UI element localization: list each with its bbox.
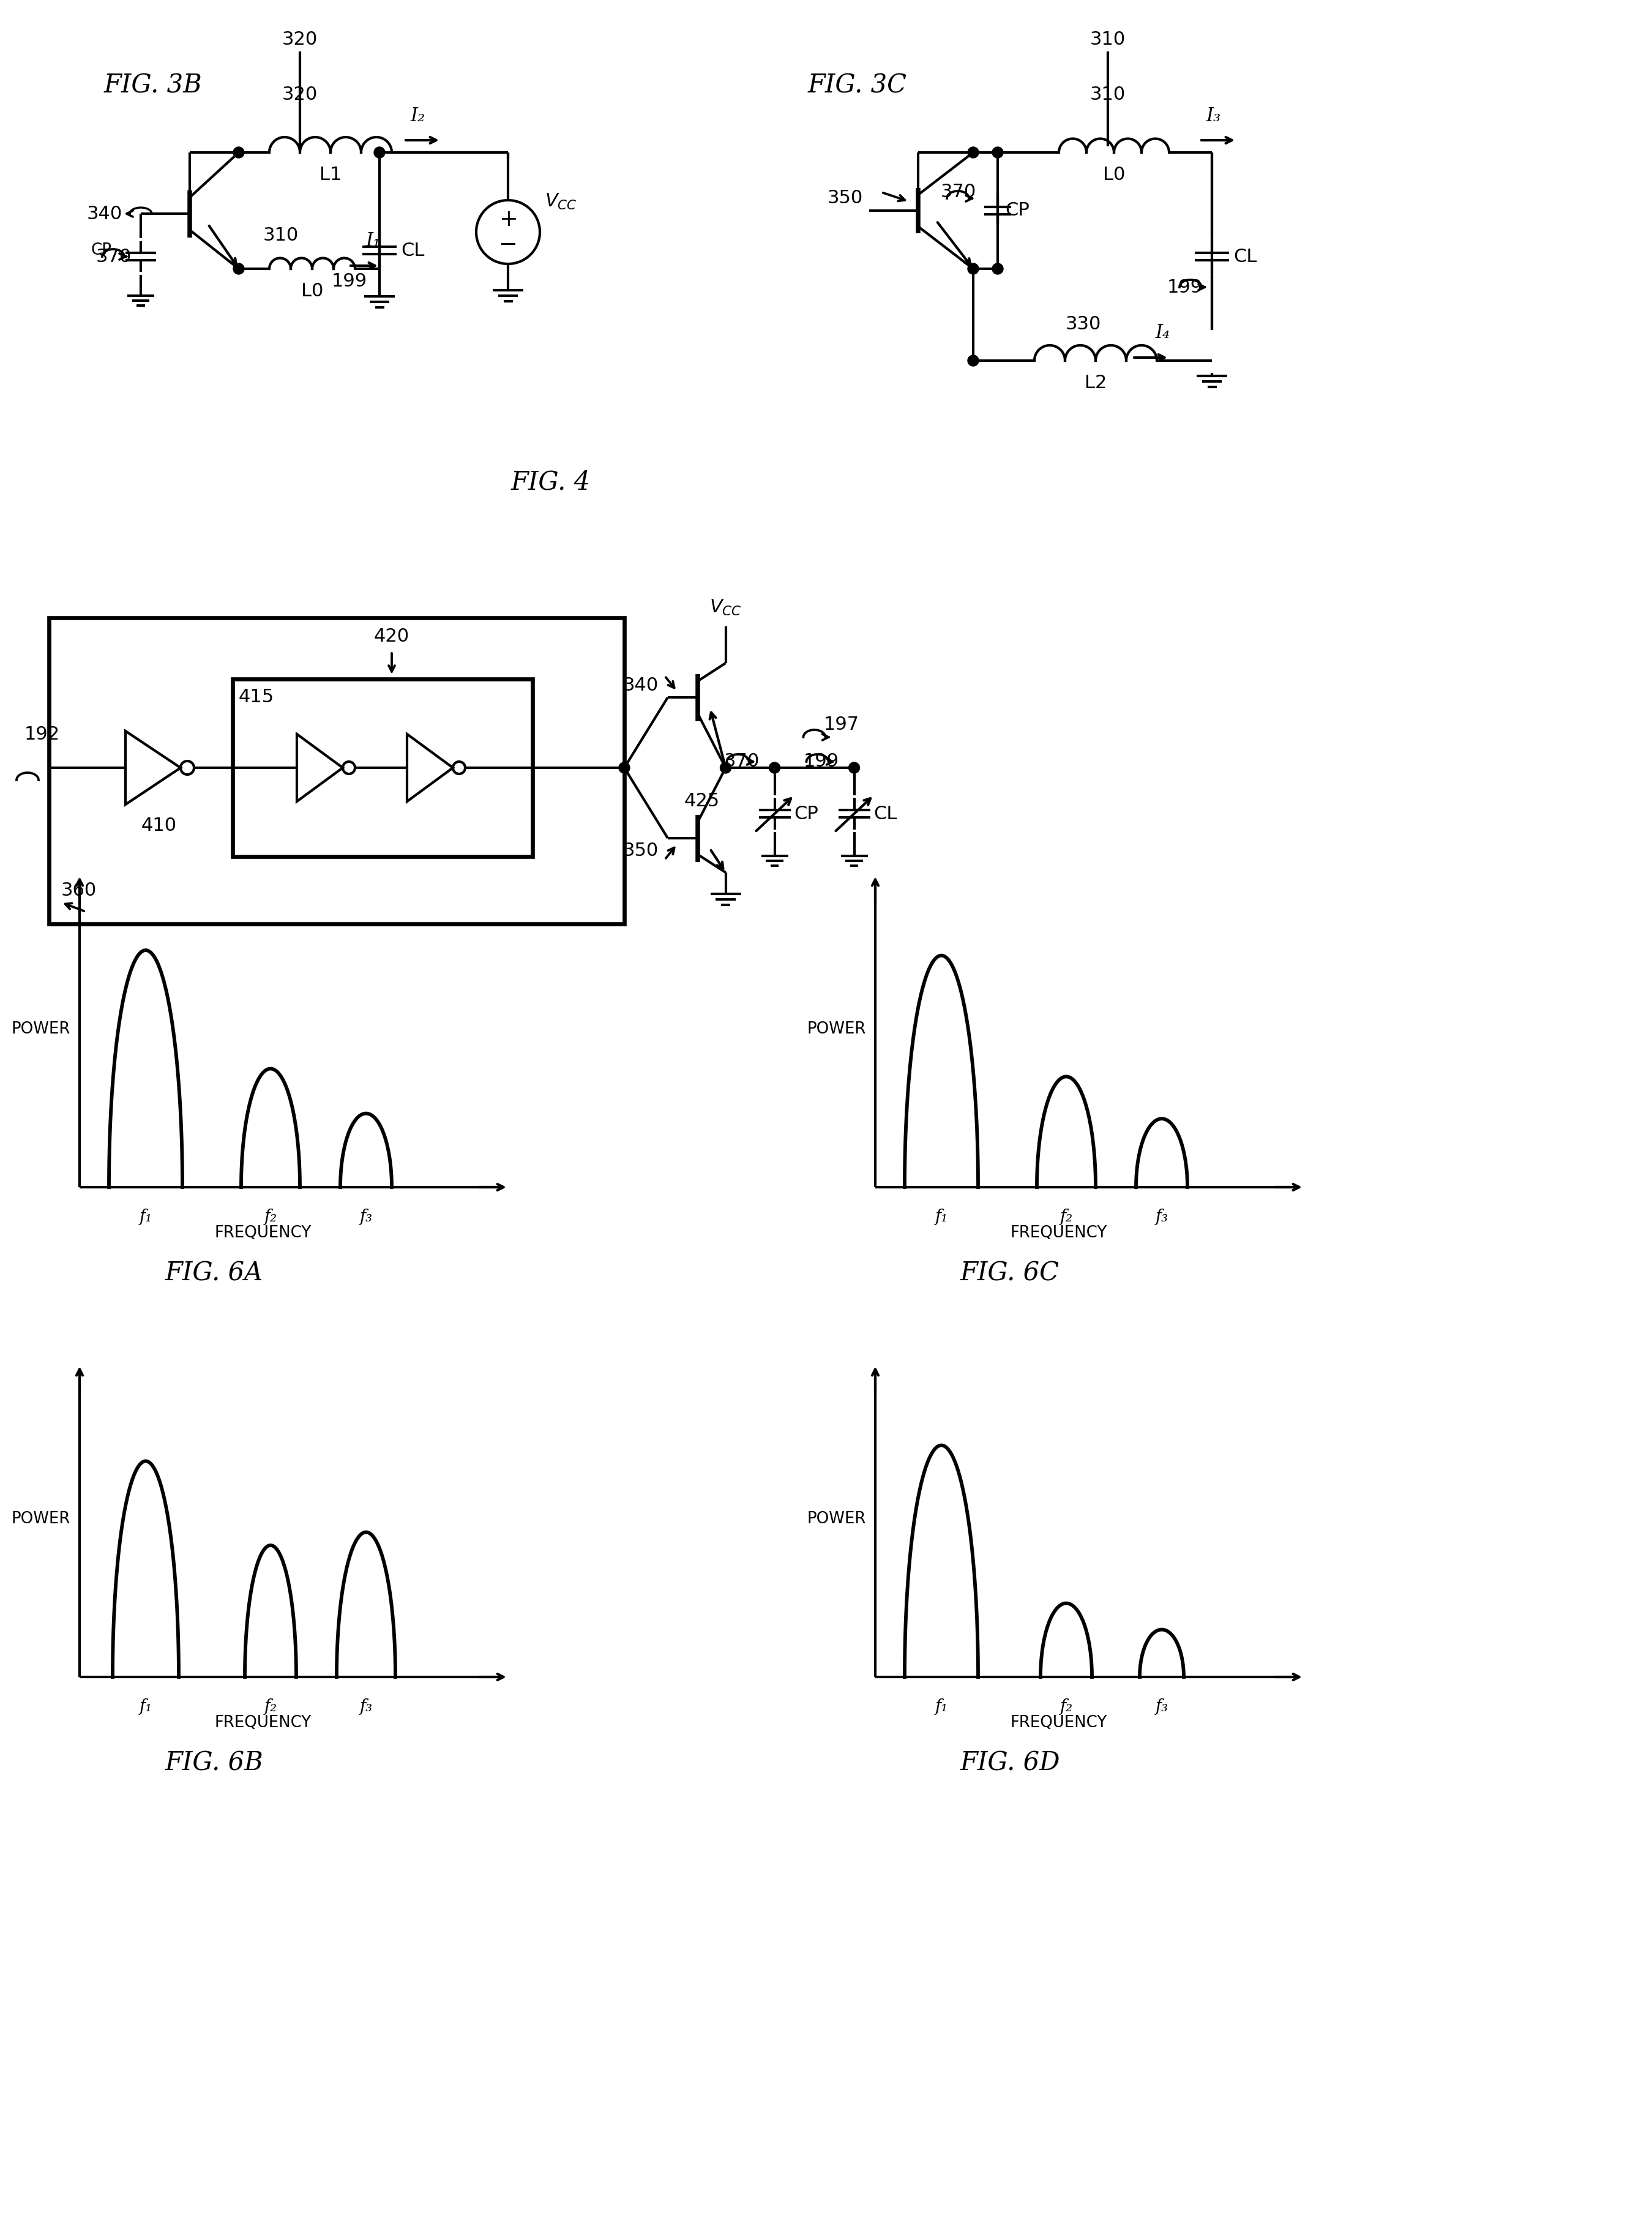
Text: 425: 425 <box>684 793 720 811</box>
Text: FIG. 6C: FIG. 6C <box>960 1261 1059 1286</box>
Bar <box>233 680 532 856</box>
Text: FIG. 3C: FIG. 3C <box>808 71 907 98</box>
Text: f₁: f₁ <box>139 1208 152 1225</box>
Text: 420: 420 <box>373 628 410 646</box>
Text: f₃: f₃ <box>1155 1698 1168 1716</box>
Text: CP: CP <box>1004 203 1029 221</box>
Circle shape <box>849 762 859 773</box>
Circle shape <box>373 147 385 158</box>
Text: FREQUENCY: FREQUENCY <box>1011 1716 1107 1731</box>
Text: I₂: I₂ <box>410 107 425 125</box>
Text: +: + <box>499 207 517 232</box>
Circle shape <box>968 263 978 274</box>
Text: 410: 410 <box>142 818 177 836</box>
Text: $V_{CC}$: $V_{CC}$ <box>545 192 577 212</box>
Text: 192: 192 <box>25 726 59 744</box>
Text: 197: 197 <box>824 715 859 733</box>
Text: FREQUENCY: FREQUENCY <box>215 1225 312 1241</box>
Text: POWER: POWER <box>808 1020 866 1038</box>
Circle shape <box>993 263 1003 274</box>
Text: CL: CL <box>874 804 897 822</box>
Text: 199: 199 <box>803 753 839 771</box>
Text: FREQUENCY: FREQUENCY <box>215 1716 312 1731</box>
Text: L0: L0 <box>301 283 324 301</box>
Text: f₂: f₂ <box>1061 1698 1072 1716</box>
Text: FIG. 6B: FIG. 6B <box>165 1751 263 1776</box>
Text: f₂: f₂ <box>1061 1208 1072 1225</box>
Text: CP: CP <box>795 804 818 822</box>
Text: f₁: f₁ <box>935 1698 948 1716</box>
Text: FREQUENCY: FREQUENCY <box>1011 1225 1107 1241</box>
Circle shape <box>233 147 244 158</box>
Text: 370: 370 <box>96 247 132 265</box>
Bar <box>50 617 624 925</box>
Text: FIG. 3B: FIG. 3B <box>104 71 203 98</box>
Text: CL: CL <box>401 241 425 258</box>
Circle shape <box>770 762 780 773</box>
Text: 199: 199 <box>1168 278 1203 296</box>
Text: POWER: POWER <box>12 1020 71 1038</box>
Text: L2: L2 <box>1084 374 1107 392</box>
Text: I₁: I₁ <box>367 232 382 250</box>
Text: L1: L1 <box>319 165 342 183</box>
Text: 340: 340 <box>88 205 122 223</box>
Text: 310: 310 <box>1090 85 1125 102</box>
Text: 360: 360 <box>61 882 97 900</box>
Text: 415: 415 <box>238 688 274 706</box>
Text: 320: 320 <box>282 85 317 102</box>
Text: 330: 330 <box>1066 316 1102 332</box>
Text: f₂: f₂ <box>264 1698 278 1716</box>
Text: FIG. 4: FIG. 4 <box>510 470 591 495</box>
Circle shape <box>993 147 1003 158</box>
Text: 370: 370 <box>724 753 760 771</box>
Text: 370: 370 <box>940 183 976 201</box>
Circle shape <box>968 354 978 365</box>
Text: 310: 310 <box>1090 31 1125 49</box>
Text: $V_{CC}$: $V_{CC}$ <box>709 597 742 617</box>
Text: CP: CP <box>91 243 111 258</box>
Text: FIG. 6D: FIG. 6D <box>960 1751 1061 1776</box>
Text: POWER: POWER <box>808 1511 866 1526</box>
Text: f₃: f₃ <box>360 1698 372 1716</box>
Text: −: − <box>499 234 517 256</box>
Text: FIG. 6A: FIG. 6A <box>165 1261 263 1286</box>
Text: f₁: f₁ <box>935 1208 948 1225</box>
Text: 320: 320 <box>282 31 317 49</box>
Circle shape <box>233 263 244 274</box>
Text: L0: L0 <box>1104 165 1125 183</box>
Text: f₃: f₃ <box>1155 1208 1168 1225</box>
Text: 350: 350 <box>828 189 862 207</box>
Text: I₃: I₃ <box>1206 107 1221 125</box>
Text: f₁: f₁ <box>139 1698 152 1716</box>
Text: 340: 340 <box>623 677 659 693</box>
Text: CL: CL <box>1234 247 1257 265</box>
Text: I₄: I₄ <box>1155 323 1170 343</box>
Text: 350: 350 <box>623 842 659 860</box>
Text: POWER: POWER <box>12 1511 71 1526</box>
Text: f₃: f₃ <box>360 1208 372 1225</box>
Text: f₂: f₂ <box>264 1208 278 1225</box>
Circle shape <box>720 762 732 773</box>
Text: 310: 310 <box>263 227 299 245</box>
Circle shape <box>968 147 978 158</box>
Circle shape <box>620 762 629 773</box>
Text: 199: 199 <box>332 272 367 290</box>
